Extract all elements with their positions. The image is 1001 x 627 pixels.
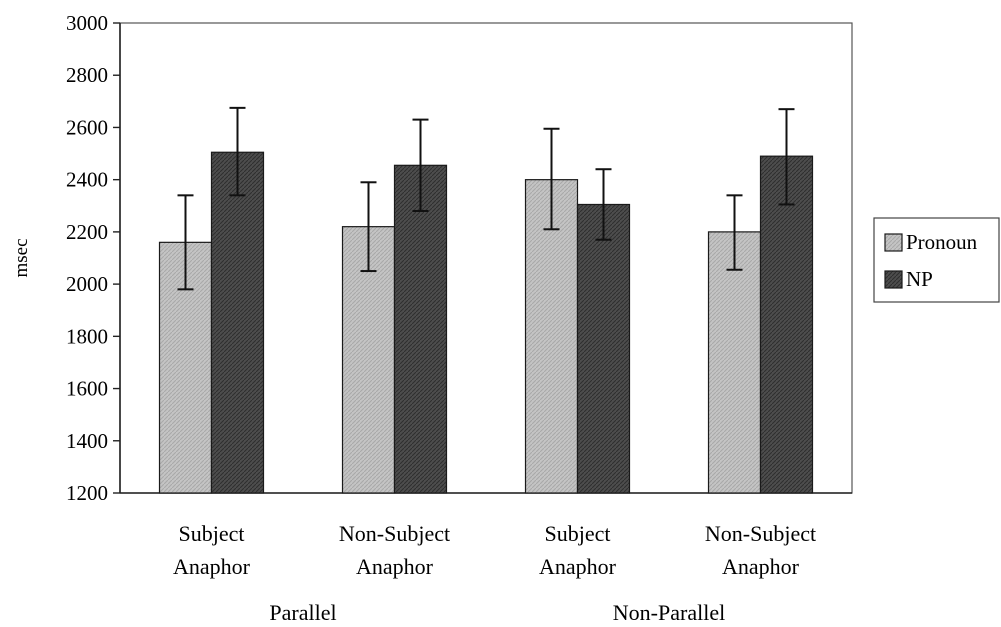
category-label: Anaphor bbox=[722, 554, 800, 579]
group-label: Non-Parallel bbox=[613, 600, 725, 625]
bars bbox=[158, 151, 814, 494]
y-tick-label: 1600 bbox=[66, 377, 108, 401]
bar-np-3 bbox=[759, 155, 814, 494]
group-label: Parallel bbox=[269, 600, 336, 625]
category-label: Non-Subject bbox=[339, 521, 450, 546]
y-tick-label: 1800 bbox=[66, 324, 108, 348]
category-label: Non-Subject bbox=[705, 521, 816, 546]
error-bars bbox=[177, 106, 795, 291]
legend-swatch-pronoun bbox=[884, 233, 903, 252]
category-label: Anaphor bbox=[173, 554, 251, 579]
y-tick-label: 2800 bbox=[66, 63, 108, 87]
y-tick-label: 1200 bbox=[66, 481, 108, 505]
y-tick-label: 2400 bbox=[66, 168, 108, 192]
category-label: Subject bbox=[545, 521, 611, 546]
category-label: Subject bbox=[179, 521, 245, 546]
bar-np-1 bbox=[393, 164, 448, 494]
legend: Pronoun NP bbox=[873, 217, 1000, 303]
y-tick-label: 2200 bbox=[66, 220, 108, 244]
bar-np-2 bbox=[576, 203, 631, 494]
category-label: Anaphor bbox=[539, 554, 617, 579]
y-tick-label: 2000 bbox=[66, 272, 108, 296]
x-axis: Subject Anaphor Non-Subject Anaphor Subject A… bbox=[173, 521, 816, 625]
y-tick-label: 1400 bbox=[66, 429, 108, 453]
bar-pronoun-3 bbox=[707, 231, 762, 494]
y-axis-label: msec bbox=[11, 238, 32, 277]
category-label: Anaphor bbox=[356, 554, 434, 579]
legend-swatch-np bbox=[884, 270, 903, 289]
bar-np-0 bbox=[210, 151, 265, 494]
bar-pronoun-2 bbox=[524, 179, 579, 494]
legend-label-pronoun: Pronoun bbox=[906, 230, 978, 254]
y-tick-label: 3000 bbox=[66, 11, 108, 35]
y-tick-label: 2600 bbox=[66, 115, 108, 139]
y-axis: 1200 1400 1600 1800 2000 2200 2400 2600 2800 3000 bbox=[66, 11, 120, 505]
legend-label-np: NP bbox=[906, 267, 933, 291]
